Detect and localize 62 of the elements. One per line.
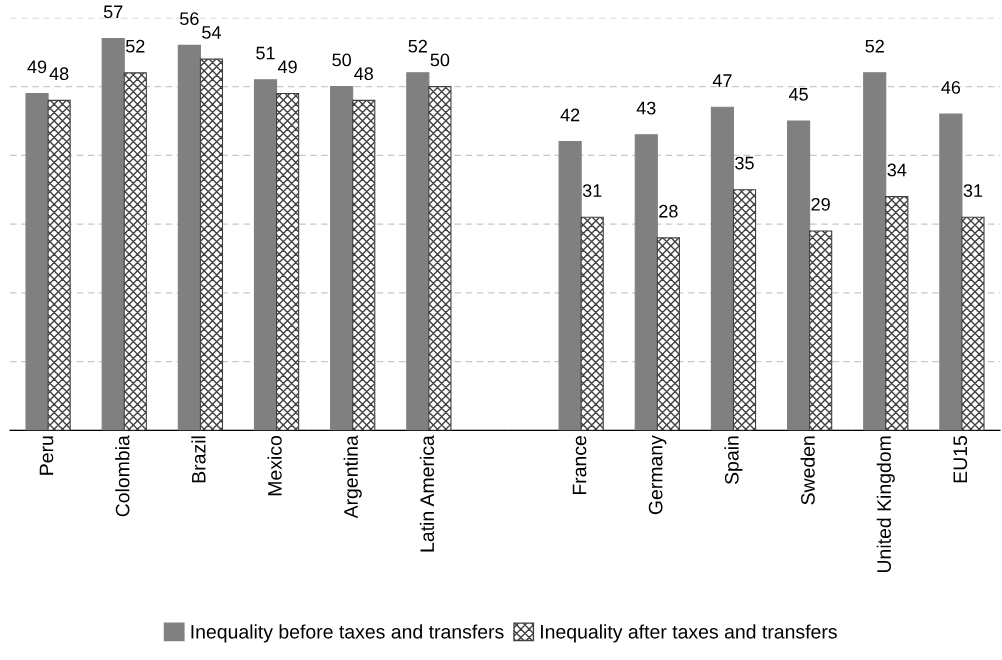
data-label: 52	[865, 39, 884, 53]
bar	[634, 134, 658, 431]
x-tick-label: France	[572, 436, 587, 495]
bar	[580, 216, 604, 431]
data-label: 51	[256, 46, 275, 60]
x-tick-label: Brazil	[191, 436, 206, 483]
data-label: 45	[788, 88, 808, 101]
bar	[809, 230, 833, 431]
data-label: 48	[354, 67, 373, 81]
bar	[47, 99, 71, 431]
data-label: 29	[811, 197, 830, 211]
x-tick-label: Germany	[648, 435, 667, 515]
x-tick-label: Argentina	[343, 435, 362, 519]
x-tick-label: Peru	[39, 436, 54, 475]
x-tick-label: United Kingdom	[876, 436, 895, 573]
bar	[939, 113, 963, 431]
bar	[199, 58, 224, 431]
data-label: 48	[49, 67, 69, 81]
x-tick-label: Spain	[724, 436, 743, 485]
bar	[330, 86, 354, 431]
data-label: 56	[180, 12, 199, 26]
data-label: 54	[202, 26, 221, 39]
bar	[177, 44, 201, 431]
bar	[352, 99, 376, 431]
data-label: 52	[125, 39, 145, 53]
data-label: 31	[963, 184, 983, 197]
data-label: 57	[103, 5, 123, 19]
data-label: 52	[408, 39, 427, 53]
bar	[961, 216, 985, 431]
bar	[786, 120, 811, 431]
bar	[863, 72, 887, 431]
bar	[732, 189, 757, 431]
bar	[275, 92, 300, 431]
legend-label: Inequality before taxes and transfers	[191, 624, 504, 643]
bar	[406, 72, 430, 431]
bar	[656, 237, 680, 431]
data-label: 50	[332, 53, 351, 67]
data-label: 31	[582, 184, 602, 197]
x-tick-label: Sweden	[800, 436, 815, 505]
data-label: 47	[712, 74, 732, 87]
bar	[428, 86, 452, 431]
bar	[710, 106, 735, 431]
bar	[101, 37, 125, 431]
x-tick-label: Mexico	[267, 435, 282, 496]
legend-label: Inequality after taxes and transfers	[541, 624, 837, 643]
data-label: 49	[277, 60, 297, 74]
bar	[25, 92, 49, 431]
data-label: 35	[735, 156, 754, 170]
x-tick-label: Colombia	[115, 435, 130, 517]
data-label: 42	[560, 108, 580, 122]
bar	[253, 79, 278, 431]
data-label: 34	[887, 163, 907, 177]
data-label: 46	[941, 81, 961, 94]
data-label: 43	[636, 101, 656, 115]
data-label: 28	[659, 204, 678, 218]
data-label: 49	[27, 60, 47, 74]
bar	[123, 72, 147, 431]
x-tick-label: Latin America	[419, 435, 435, 552]
data-label: 50	[430, 53, 450, 67]
bar	[885, 196, 909, 431]
x-tick-label: EU15	[953, 436, 968, 483]
bar	[558, 141, 582, 431]
